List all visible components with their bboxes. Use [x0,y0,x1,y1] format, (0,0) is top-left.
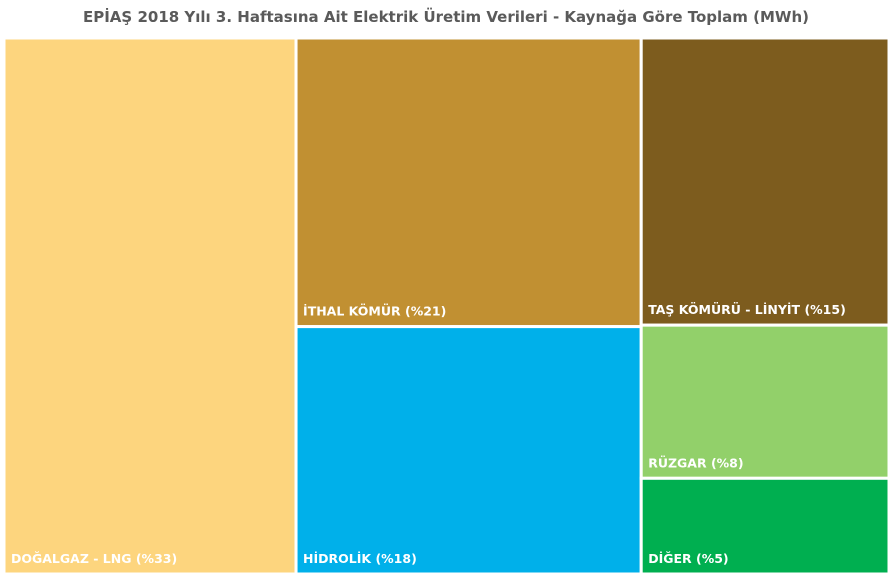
treemap-label-2: İTHAL KÖMÜR (%21) [303,304,446,319]
treemap-label-3: HİDROLİK (%18) [303,551,417,566]
treemap-cell-4 [639,36,891,327]
treemap-cell-1 [2,36,298,576]
treemap-cell-3 [294,325,643,576]
treemap-label-4: TAŞ KÖMÜRÜ - LİNYİT (%15) [648,302,846,317]
treemap-cell-5 [639,323,891,480]
treemap-cell-6 [639,476,891,576]
treemap-cell-2 [294,36,643,329]
treemap-label-5: RÜZGAR (%8) [648,455,743,470]
treemap-label-1: DOĞALGAZ - LNG (%33) [11,551,177,566]
treemap-label-6: DİĞER (%5) [648,551,728,566]
chart-title: EPİAŞ 2018 Yılı 3. Haftasına Ait Elektri… [82,8,810,26]
